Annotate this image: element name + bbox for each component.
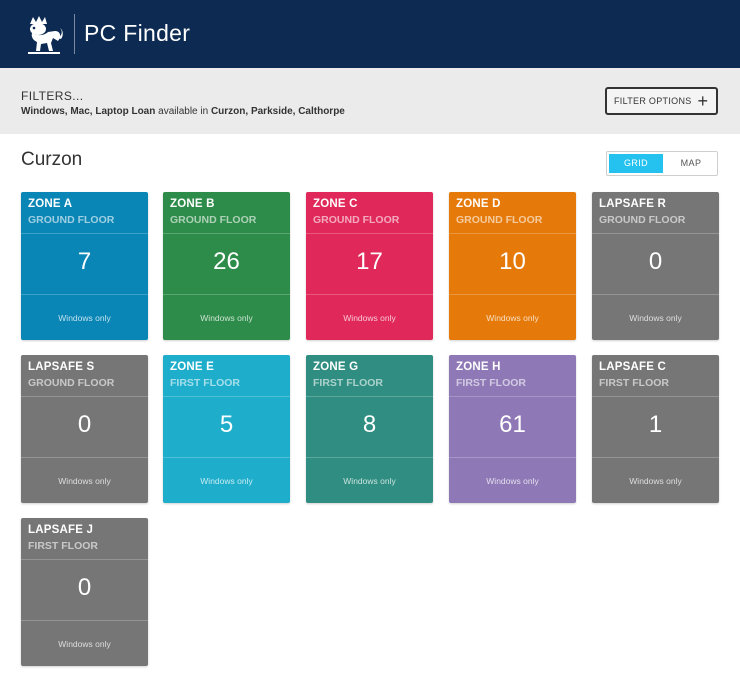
available-count: 0	[648, 248, 663, 275]
card-divider	[592, 294, 719, 295]
zone-note: Windows only	[629, 476, 682, 486]
zone-card[interactable]: LAPSAFE R GROUND FLOOR 0 Windows only	[592, 192, 719, 340]
zone-card[interactable]: ZONE E FIRST FLOOR 5 Windows only	[163, 355, 290, 503]
available-count: 0	[77, 574, 92, 601]
card-divider	[449, 233, 576, 234]
zone-floor: GROUND FLOOR	[599, 214, 686, 226]
available-count: 1	[648, 411, 663, 438]
card-divider	[306, 233, 433, 234]
card-divider	[449, 294, 576, 295]
filter-options-button[interactable]: FILTER OPTIONS +	[605, 87, 718, 115]
zone-card[interactable]: ZONE A GROUND FLOOR 7 Windows only	[21, 192, 148, 340]
card-divider	[306, 457, 433, 458]
zone-note: Windows only	[629, 313, 682, 323]
lion-crest-icon[interactable]	[22, 14, 64, 54]
zone-name: LAPSAFE C	[599, 361, 666, 373]
available-count: 7	[77, 248, 92, 275]
plus-icon: +	[697, 91, 708, 111]
card-divider	[449, 457, 576, 458]
zone-note: Windows only	[58, 639, 111, 649]
available-count: 0	[77, 411, 92, 438]
header-divider	[74, 14, 75, 54]
zone-card[interactable]: ZONE B GROUND FLOOR 26 Windows only	[163, 192, 290, 340]
zone-card[interactable]: LAPSAFE S GROUND FLOOR 0 Windows only	[21, 355, 148, 503]
card-divider	[306, 396, 433, 397]
card-divider	[163, 294, 290, 295]
zone-name: ZONE E	[170, 361, 215, 373]
card-divider	[21, 457, 148, 458]
zone-floor: GROUND FLOOR	[28, 377, 115, 389]
zone-floor: FIRST FLOOR	[599, 377, 669, 389]
app-title: PC Finder	[84, 20, 191, 46]
filters-locations: Curzon, Parkside, Calthorpe	[210, 106, 345, 117]
filter-options-label: FILTER OPTIONS	[614, 96, 692, 106]
filters-connector: available in	[155, 106, 211, 117]
zone-name: ZONE C	[313, 198, 358, 210]
filters-heading: FILTERS...	[21, 89, 84, 103]
available-count: 61	[499, 411, 526, 438]
card-divider	[163, 396, 290, 397]
zone-card[interactable]: ZONE C GROUND FLOOR 17 Windows only	[306, 192, 433, 340]
zone-name: LAPSAFE J	[28, 524, 94, 536]
zone-name: ZONE H	[456, 361, 501, 373]
card-divider	[163, 457, 290, 458]
zone-floor: GROUND FLOOR	[170, 214, 257, 226]
zone-card[interactable]: ZONE G FIRST FLOOR 8 Windows only	[306, 355, 433, 503]
location-title: Curzon	[21, 149, 83, 170]
zone-name: LAPSAFE R	[599, 198, 666, 210]
zone-floor: GROUND FLOOR	[456, 214, 543, 226]
filters-summary: Windows, Mac, Laptop Loan available in C…	[21, 106, 345, 117]
card-divider	[21, 620, 148, 621]
zone-note: Windows only	[58, 476, 111, 486]
zone-note: Windows only	[200, 313, 253, 323]
zone-note: Windows only	[343, 476, 396, 486]
zone-name: ZONE A	[28, 198, 73, 210]
card-divider	[592, 457, 719, 458]
app-header: PC Finder	[0, 0, 740, 68]
zone-card[interactable]: LAPSAFE C FIRST FLOOR 1 Windows only	[592, 355, 719, 503]
zone-floor: FIRST FLOOR	[313, 377, 383, 389]
available-count: 8	[362, 411, 377, 438]
zone-name: LAPSAFE S	[28, 361, 95, 373]
zone-note: Windows only	[486, 313, 539, 323]
zone-floor: GROUND FLOOR	[313, 214, 400, 226]
filters-devices: Windows, Mac, Laptop Loan	[21, 106, 156, 117]
zone-floor: FIRST FLOOR	[170, 377, 240, 389]
zone-name: ZONE B	[170, 198, 215, 210]
zone-name: ZONE G	[313, 361, 359, 373]
zone-card[interactable]: ZONE D GROUND FLOOR 10 Windows only	[449, 192, 576, 340]
filters-bar: FILTERS... Windows, Mac, Laptop Loan ava…	[0, 68, 740, 134]
zone-floor: GROUND FLOOR	[28, 214, 115, 226]
zone-floor: FIRST FLOOR	[456, 377, 526, 389]
available-count: 17	[356, 248, 383, 275]
card-divider	[21, 294, 148, 295]
card-divider	[306, 294, 433, 295]
zone-name: ZONE D	[456, 198, 501, 210]
zone-note: Windows only	[200, 476, 253, 486]
card-divider	[21, 396, 148, 397]
available-count: 26	[213, 248, 240, 275]
available-count: 5	[219, 411, 234, 438]
card-divider	[163, 233, 290, 234]
card-divider	[592, 396, 719, 397]
zone-note: Windows only	[58, 313, 111, 323]
grid-view-button[interactable]: GRID	[609, 154, 663, 173]
zone-floor: FIRST FLOOR	[28, 540, 98, 552]
map-view-button[interactable]: MAP	[680, 158, 702, 168]
card-divider	[449, 396, 576, 397]
card-divider	[21, 233, 148, 234]
card-divider	[21, 559, 148, 560]
zone-card[interactable]: LAPSAFE J FIRST FLOOR 0 Windows only	[21, 518, 148, 666]
card-divider	[592, 233, 719, 234]
zone-card[interactable]: ZONE H FIRST FLOOR 61 Windows only	[449, 355, 576, 503]
view-toggle: GRID MAP	[606, 151, 718, 176]
available-count: 10	[499, 248, 526, 275]
zone-note: Windows only	[343, 313, 396, 323]
zone-note: Windows only	[486, 476, 539, 486]
